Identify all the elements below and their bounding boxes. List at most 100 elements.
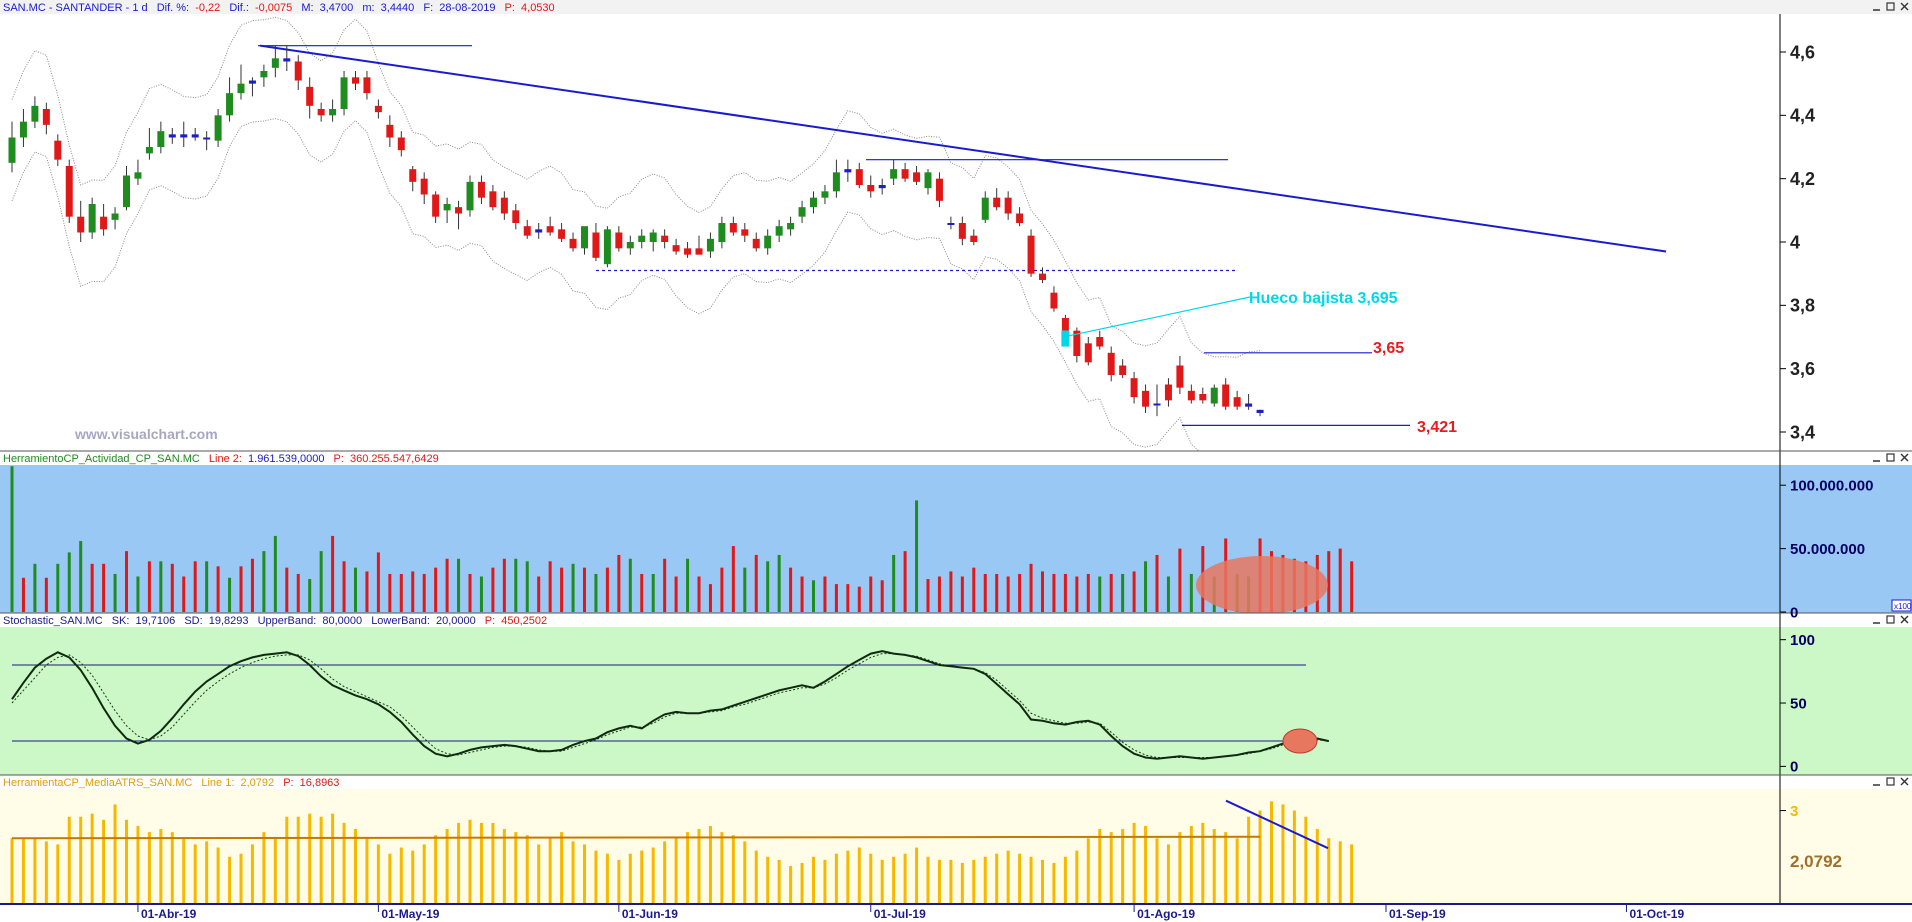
volume-header-p-label: P:: [334, 453, 344, 465]
volume-bar: [1350, 561, 1354, 612]
candle-body: [878, 185, 886, 189]
atr-bar: [594, 850, 598, 903]
close-icon[interactable]: [1900, 777, 1909, 786]
volume-bar: [399, 573, 403, 612]
close-icon[interactable]: [1900, 453, 1909, 462]
atr-bar: [1270, 801, 1273, 903]
x-axis-tick-label: 01-May-19: [381, 907, 439, 921]
atr-bar: [1201, 822, 1205, 903]
atr-bar: [800, 862, 804, 903]
candle-body: [54, 140, 62, 160]
x-axis-tick-label: 01-Ago-19: [1137, 907, 1195, 921]
volume-bar: [468, 573, 472, 612]
candle-body: [1119, 365, 1127, 375]
stoch-panel-bg: [0, 613, 1912, 775]
atr-bar: [159, 829, 163, 903]
candle-body: [947, 223, 955, 225]
maximize-icon[interactable]: [1886, 615, 1895, 624]
candle-body: [672, 245, 680, 252]
volume-bar: [628, 558, 632, 612]
price-y-tick-label: 3,4: [1790, 422, 1815, 442]
candle-body: [752, 238, 760, 249]
atr-bar: [113, 804, 117, 903]
gap-marker: [1061, 330, 1070, 347]
atr-bar: [342, 822, 346, 903]
volume-bar: [422, 573, 426, 612]
volume-bar: [56, 563, 60, 612]
volume-bar: [1075, 576, 1079, 612]
candle-body: [970, 235, 978, 242]
maximize-icon[interactable]: [1886, 777, 1895, 786]
atr-bar: [216, 847, 220, 903]
x-axis-bg: [0, 903, 1912, 922]
close-icon[interactable]: [1900, 615, 1909, 624]
atr-bar: [708, 825, 712, 903]
stoch-header-sk-label: SK:: [112, 615, 130, 627]
candle-body: [477, 181, 485, 198]
candle-body: [546, 226, 554, 233]
volume-bar: [823, 576, 827, 612]
candle-body: [729, 223, 737, 233]
volume-bar: [411, 571, 415, 612]
volume-bar: [193, 561, 197, 612]
maximize-icon[interactable]: [1886, 453, 1895, 462]
atr-bar: [457, 822, 461, 903]
price-header-dif-label: Dif.:: [229, 2, 249, 14]
candle-body: [203, 137, 211, 140]
atr-bar: [1109, 832, 1113, 903]
candle-body: [363, 77, 371, 94]
stoch-sk-line: [11, 650, 1330, 760]
stoch-header-sd-label: SD:: [184, 615, 202, 627]
candle-body: [191, 134, 199, 138]
price-header-bar: [0, 0, 1912, 14]
candle-body: [77, 216, 85, 233]
atr-panel-header: HerramientaCP_MediaATRS_SAN.MC Line 1: 2…: [3, 777, 339, 789]
candle-body: [1199, 394, 1207, 401]
candle-body: [1061, 318, 1069, 331]
volume-bar: [537, 576, 541, 612]
atr-bar: [468, 819, 472, 903]
atr-bar: [354, 829, 357, 903]
price-header-symbol: SAN.MC - SANTANDER - 1 d: [3, 2, 148, 14]
volume-bar: [434, 567, 438, 612]
envelope-lower: [11, 118, 1261, 460]
volume-bar: [170, 563, 174, 612]
candle-body: [810, 197, 817, 208]
close-icon[interactable]: [1900, 2, 1909, 11]
volume-bar: [834, 584, 838, 612]
volume-bar: [250, 558, 254, 612]
price-trend-line: [259, 44, 1667, 253]
price-y-tick-label: 4,4: [1790, 106, 1815, 126]
volume-bar: [182, 576, 186, 612]
atr-bar: [90, 813, 94, 903]
volume-bar: [502, 558, 506, 612]
candle-body: [123, 175, 130, 208]
volume-bar: [1189, 573, 1193, 612]
atr-bar: [125, 819, 128, 903]
volume-bar: [720, 567, 724, 612]
atr-bar: [789, 866, 793, 903]
candle-body: [352, 77, 359, 84]
maximize-icon[interactable]: [1886, 2, 1895, 11]
level-label-365: 3,65: [1373, 340, 1404, 357]
atr-trend-line: [1225, 799, 1329, 850]
candle-body: [1096, 337, 1104, 347]
x-axis-tick-label: 01-Jul-19: [874, 907, 926, 921]
volume-bar: [1121, 573, 1125, 612]
atr-header-p-value: 16,8963: [300, 777, 340, 789]
atr-bar: [10, 838, 14, 903]
candle-body: [649, 232, 657, 242]
volume-bar: [228, 577, 232, 612]
volume-bar: [125, 551, 128, 612]
atr-plot: [10, 799, 1354, 903]
candle-body: [832, 172, 840, 192]
candle-body: [432, 194, 440, 217]
volume-bar: [1109, 573, 1113, 612]
volume-bar: [892, 554, 896, 612]
volume-bar: [365, 571, 369, 612]
candle-body: [248, 80, 256, 84]
candle-body: [1027, 235, 1035, 274]
atr-bar: [743, 841, 747, 903]
candle-body: [260, 71, 268, 78]
volume-panel-bg: [0, 451, 1912, 613]
